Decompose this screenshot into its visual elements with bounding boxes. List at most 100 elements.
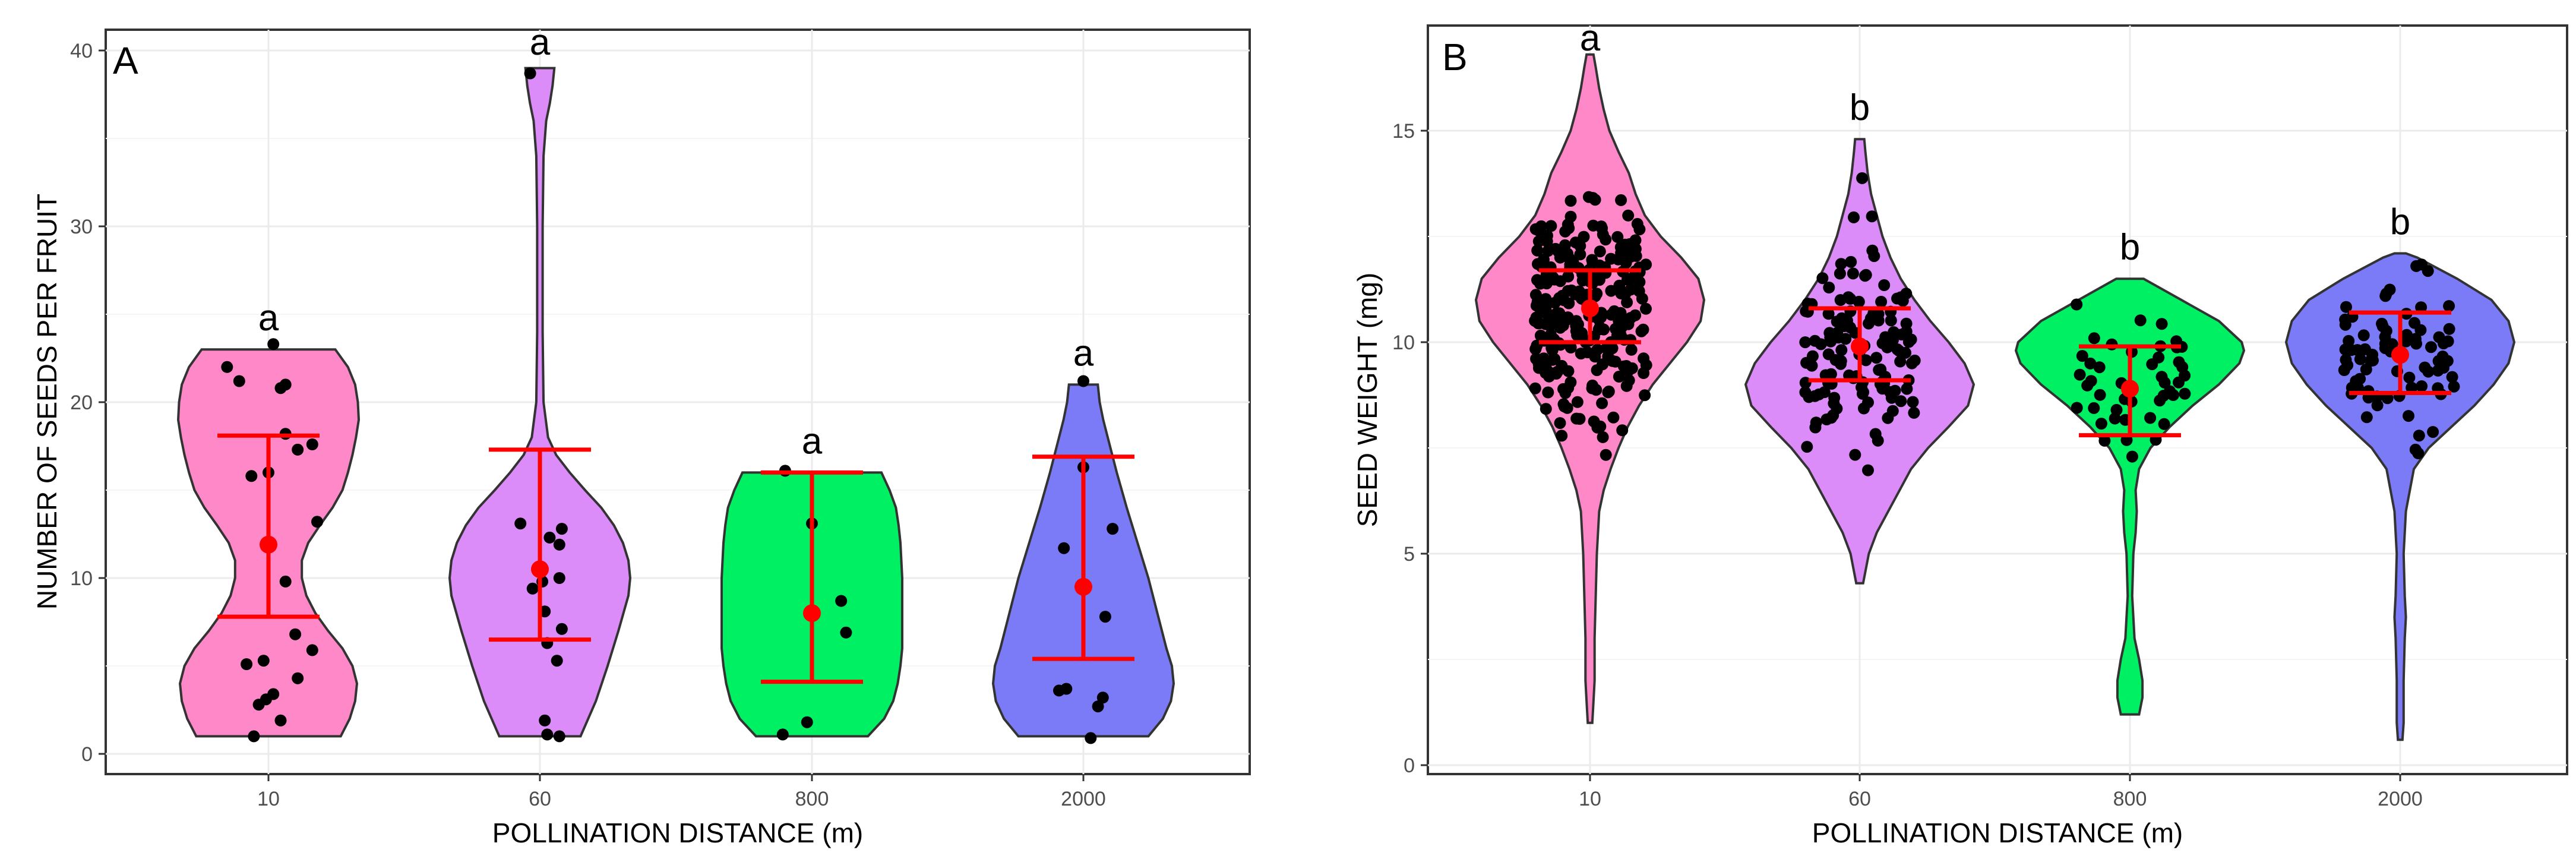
x-axis-title-b: POLLINATION DISTANCE (m) xyxy=(1812,817,2183,848)
data-point xyxy=(1891,292,1904,305)
mean-point-2000 xyxy=(1074,577,1092,596)
data-point xyxy=(248,730,260,743)
data-point xyxy=(1594,420,1607,432)
data-point xyxy=(2409,317,2420,329)
data-point xyxy=(1878,279,1891,291)
data-point xyxy=(1586,192,1599,204)
data-point xyxy=(2094,389,2106,401)
data-point xyxy=(2446,371,2458,383)
data-point xyxy=(279,378,292,391)
data-point xyxy=(1096,692,1109,704)
data-point xyxy=(267,338,280,351)
data-point xyxy=(541,728,554,741)
x-tick-label: 10 xyxy=(1579,788,1601,810)
y-tick-label: 0 xyxy=(81,743,93,766)
data-point xyxy=(245,470,258,482)
y-axis-title-b: SEED WEIGHT (mg) xyxy=(1352,273,1383,528)
data-point xyxy=(1900,288,1913,300)
data-point xyxy=(1885,314,1897,327)
data-point xyxy=(1899,346,1911,359)
x-tick-label: 60 xyxy=(529,788,551,810)
data-point xyxy=(2076,350,2088,362)
data-point xyxy=(1581,346,1594,359)
data-point xyxy=(1640,302,1652,315)
data-point xyxy=(1616,321,1627,334)
data-point xyxy=(257,655,270,667)
significance-letter-2000: a xyxy=(1073,333,1094,374)
mean-point-800 xyxy=(2121,380,2139,398)
data-point xyxy=(1629,234,1642,247)
data-point xyxy=(1905,357,1918,370)
data-point xyxy=(2093,361,2106,374)
data-point xyxy=(1559,225,1572,238)
data-point xyxy=(1863,317,1875,330)
y-axis-title-a: NUMBER OF SEEDS PER FRUIT xyxy=(31,194,62,610)
data-point xyxy=(2360,411,2373,424)
data-point xyxy=(1638,352,1650,365)
data-point xyxy=(1571,396,1583,408)
data-point xyxy=(1569,236,1582,249)
data-point xyxy=(2126,450,2138,463)
chart-panel-a: 0 10 20 30 40 10 60 800 2000 a a a a A POLLINATION… xyxy=(31,22,1251,848)
data-point xyxy=(1622,365,1635,377)
data-point xyxy=(1597,431,1609,443)
violin-60 xyxy=(448,67,632,738)
data-point xyxy=(1853,295,1865,308)
data-point xyxy=(2088,402,2100,414)
data-point xyxy=(1872,434,1884,447)
data-point xyxy=(2071,298,2083,311)
data-point xyxy=(2442,335,2454,348)
mean-point-2000 xyxy=(2391,346,2409,364)
data-point xyxy=(2371,399,2384,412)
data-point xyxy=(1636,292,1648,305)
data-point xyxy=(1908,406,1920,419)
data-point xyxy=(1803,391,1815,403)
data-point xyxy=(1603,386,1615,397)
data-point xyxy=(2416,380,2428,393)
data-point xyxy=(233,375,245,387)
data-point xyxy=(2422,265,2434,277)
data-point xyxy=(1574,248,1586,261)
data-point xyxy=(1848,211,1860,223)
data-point xyxy=(1615,288,1627,299)
data-point xyxy=(514,517,527,530)
data-point xyxy=(1532,362,1545,374)
data-point xyxy=(1886,405,1899,417)
data-point xyxy=(1565,284,1578,296)
data-point xyxy=(1616,311,1628,323)
data-point xyxy=(1824,331,1837,344)
significance-letter-10: a xyxy=(1580,18,1601,59)
data-point xyxy=(1801,441,1813,453)
data-point xyxy=(1828,391,1841,404)
data-point xyxy=(1099,611,1111,623)
panel-label-b: B xyxy=(1442,36,1468,78)
data-point xyxy=(241,658,253,670)
data-point xyxy=(2357,329,2370,342)
data-point xyxy=(1860,354,1872,367)
data-point xyxy=(2410,260,2423,272)
data-point xyxy=(1529,289,1542,301)
data-point xyxy=(1538,352,1550,365)
data-point xyxy=(1611,231,1624,243)
data-point xyxy=(555,623,568,635)
data-point xyxy=(1901,383,1913,395)
x-tick-label: 10 xyxy=(257,788,280,810)
x-tick-label: 60 xyxy=(1848,788,1871,810)
data-point xyxy=(2441,355,2454,367)
data-point xyxy=(1554,417,1566,430)
data-point xyxy=(1600,449,1612,461)
mean-point-60 xyxy=(1851,337,1869,356)
data-point xyxy=(1888,326,1900,339)
data-point xyxy=(1591,343,1604,356)
data-point xyxy=(274,714,287,727)
data-point xyxy=(2095,418,2107,430)
data-point xyxy=(1586,382,1598,394)
data-point xyxy=(1621,296,1633,308)
data-point xyxy=(1857,386,1870,399)
data-point xyxy=(2354,353,2366,365)
data-point xyxy=(1562,248,1574,260)
data-point xyxy=(1623,273,1635,285)
data-point xyxy=(1540,308,1553,320)
data-point xyxy=(2081,379,2094,391)
data-point xyxy=(1847,267,1859,280)
